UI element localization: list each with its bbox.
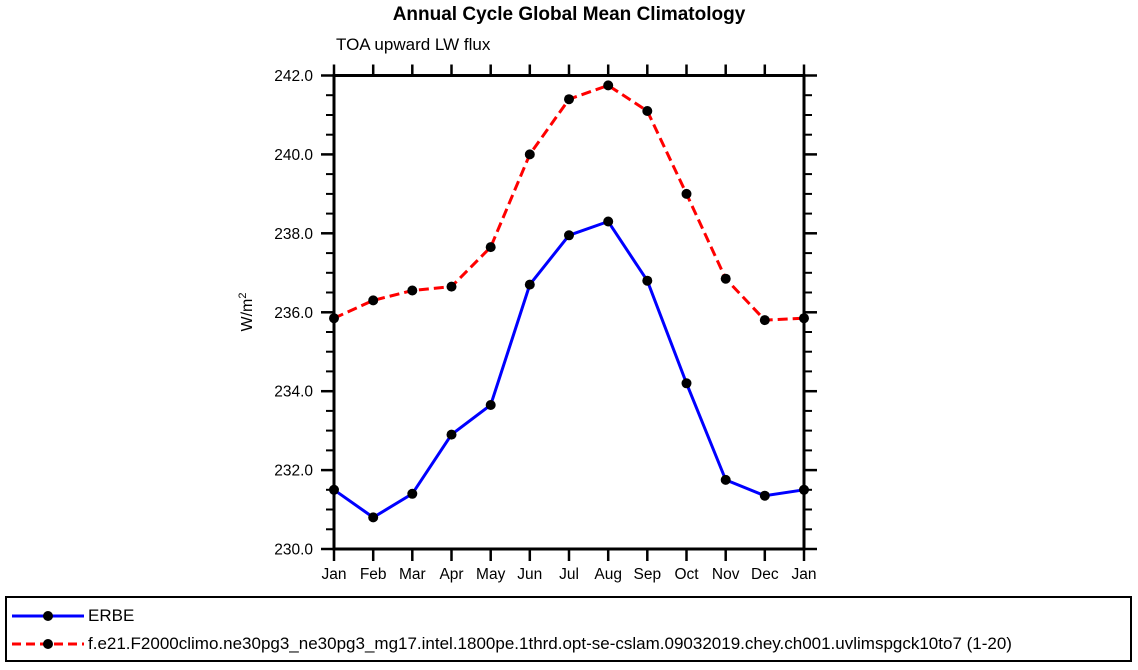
data-point [368,295,379,306]
data-point [407,488,418,499]
x-tick-label: Aug [594,566,622,583]
plot-area: Jan Feb Mar Apr May Jun Jul Aug Sep Oct Nov Dec Jan 2… [274,64,817,583]
model-line-swatch [12,639,84,649]
legend-item-model: f.e21.F2000climo.ne30pg3_ne30pg3_mg17.in… [10,630,1128,658]
x-tick-label: Feb [360,566,387,583]
x-tick-label: Jun [517,566,542,583]
data-point [446,429,457,440]
legend-label-model: f.e21.F2000climo.ne30pg3_ne30pg3_mg17.in… [88,634,1012,653]
data-point [720,273,731,284]
data-point [368,512,379,523]
x-tick-label: May [476,566,506,583]
data-point [759,490,770,501]
data-point [485,242,496,253]
data-point [603,216,614,227]
y-tick-label: 236.0 [274,305,313,322]
x-tick-label: Jan [792,566,817,583]
data-point [524,279,535,290]
data-point [799,313,809,324]
data-point [759,315,770,326]
data-point [446,281,457,292]
y-tick-label: 232.0 [274,463,313,480]
data-point [642,275,653,286]
x-tick-label: Mar [399,566,426,583]
y-tick-label: 234.0 [274,384,313,401]
x-tick-label: Jan [322,566,347,583]
chart-title: Annual Cycle Global Mean Climatology [392,4,746,25]
y-tick-label: 240.0 [274,147,313,164]
data-point [564,230,574,241]
legend-label-erbe: ERBE [88,606,135,625]
x-tick-label: Sep [634,566,662,583]
data-point [407,285,418,296]
x-tick-label: Jul [559,566,579,583]
erbe-line [333,219,805,520]
y-tick-label: 242.0 [274,68,313,85]
data-point [329,484,339,495]
chart-subtitle: TOA upward LW flux [336,35,491,54]
data-point [720,474,731,485]
erbe-line-swatch [12,611,84,621]
data-point [799,484,809,495]
y-tick-label: 230.0 [274,542,313,559]
y-tick-label: 238.0 [274,226,313,243]
data-point [642,106,653,116]
x-tick-label: Oct [674,566,699,583]
plot-frame [332,74,806,551]
x-tick-label: Dec [751,566,779,583]
data-point [681,188,692,199]
model-line [333,83,805,322]
data-point [524,149,535,160]
legend-box: ERBE f.e21.F2000climo.ne30pg3_ne30pg3_mg… [5,596,1132,662]
data-point [329,313,339,324]
data-point [603,80,614,91]
x-tick-label: Apr [439,566,463,583]
data-point [681,378,692,389]
legend-item-erbe: ERBE [10,602,1128,630]
data-point [564,94,574,105]
x-tick-label: Nov [712,566,740,583]
data-point [485,400,496,410]
